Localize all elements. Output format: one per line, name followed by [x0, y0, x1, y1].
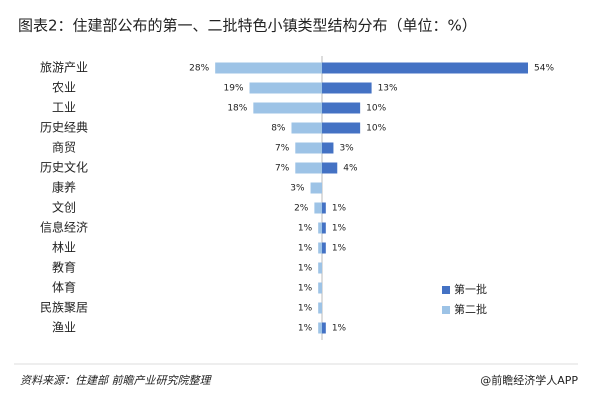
value-label: 28% [189, 64, 209, 74]
bar [314, 202, 322, 214]
chart-title: 图表2：住建部公布的第一、二批特色小镇类型结构分布（单位：%） [18, 17, 477, 35]
category-label: 康养 [52, 180, 76, 195]
bar [322, 222, 326, 234]
value-label: 1% [298, 244, 313, 254]
source-note: 资料来源：住建部 前瞻产业研究院整理 [20, 374, 212, 387]
value-label: 1% [298, 264, 313, 274]
category-label: 林业 [52, 241, 76, 255]
value-label: 7% [275, 164, 290, 174]
bar [322, 142, 334, 154]
category-label: 信息经济 [40, 220, 88, 235]
bar [322, 322, 326, 334]
legend-swatch [442, 286, 450, 294]
bar [291, 122, 322, 134]
value-label: 1% [298, 324, 313, 334]
value-label: 1% [332, 324, 347, 334]
category-label: 教育 [52, 260, 76, 275]
value-label: 1% [332, 224, 347, 234]
bar [318, 262, 322, 274]
value-label: 13% [378, 84, 398, 94]
bar [322, 62, 528, 74]
category-label: 农业 [52, 81, 76, 95]
bar [318, 222, 322, 234]
bar [322, 82, 372, 94]
category-label: 渔业 [52, 321, 76, 335]
bar [322, 202, 326, 214]
bar [249, 82, 322, 94]
bar [310, 182, 322, 194]
value-label: 2% [294, 204, 309, 214]
value-label: 1% [332, 204, 347, 214]
bar [318, 242, 322, 254]
bar [295, 162, 322, 174]
category-label: 商贸 [52, 140, 76, 155]
value-label: 54% [534, 64, 554, 74]
bar [322, 162, 338, 174]
category-label: 体育 [52, 280, 76, 295]
legend-label: 第一批 [454, 282, 487, 296]
value-label: 4% [343, 164, 358, 174]
value-label: 10% [366, 104, 386, 114]
value-label: 3% [339, 144, 354, 154]
value-label: 10% [366, 124, 386, 134]
value-label: 1% [298, 284, 313, 294]
category-label: 旅游产业 [40, 61, 88, 75]
category-label: 历史文化 [40, 160, 88, 175]
value-label: 3% [290, 184, 305, 194]
bar [322, 102, 361, 114]
bar [215, 62, 322, 74]
value-label: 1% [332, 244, 347, 254]
legend-swatch [442, 306, 450, 314]
category-label: 工业 [52, 101, 76, 115]
value-label: 1% [298, 224, 313, 234]
legend-label: 第二批 [454, 302, 487, 316]
category-label: 历史经典 [40, 121, 88, 135]
bar [322, 122, 361, 134]
value-label: 7% [275, 144, 290, 154]
bar [318, 322, 322, 334]
category-label: 文创 [52, 200, 76, 215]
category-label: 民族聚居 [40, 301, 88, 315]
bar [253, 102, 322, 114]
value-label: 19% [224, 84, 244, 94]
footer-brand: @前瞻经济学人APP [480, 373, 578, 387]
value-label: 1% [298, 304, 313, 314]
bar [318, 282, 322, 294]
bar [318, 302, 322, 314]
value-label: 18% [227, 104, 247, 114]
bar [295, 142, 322, 154]
bar [322, 242, 326, 254]
value-label: 8% [271, 124, 286, 134]
